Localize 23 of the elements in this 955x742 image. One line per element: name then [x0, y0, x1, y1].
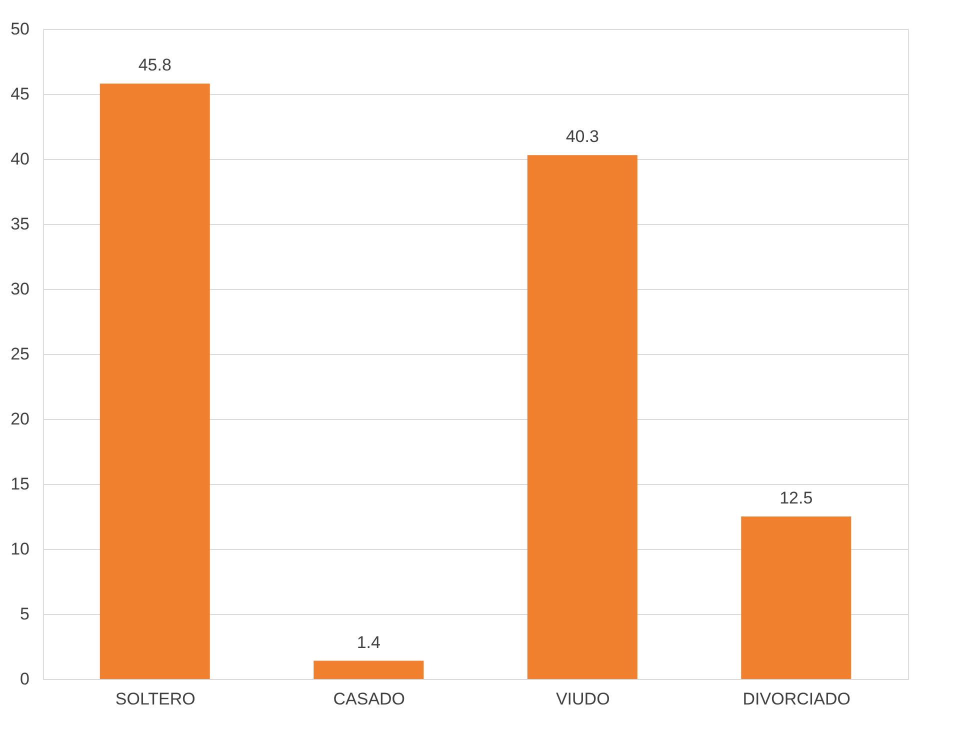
y-tick-label: 40 — [10, 150, 30, 168]
x-tick-label: SOLTERO — [115, 690, 196, 708]
data-label: 45.8 — [138, 56, 172, 75]
data-label: 40.3 — [566, 127, 599, 146]
y-tick-label: 30 — [10, 280, 30, 298]
y-tick-label: 0 — [20, 670, 30, 688]
bar — [100, 84, 210, 679]
bar — [527, 155, 638, 679]
y-tick-label: 35 — [10, 214, 30, 234]
y-tick-label: 50 — [10, 20, 30, 38]
x-tick-label: DIVORCIADO — [742, 690, 850, 708]
y-tick-label: 20 — [10, 410, 30, 428]
data-label: 1.4 — [356, 632, 380, 652]
x-tick-label: VIUDO — [556, 690, 610, 708]
y-tick-label: 25 — [10, 344, 30, 364]
y-tick-label: 45 — [10, 84, 30, 104]
x-tick-label: CASADO — [333, 690, 406, 708]
data-label: 12.5 — [780, 488, 813, 508]
y-tick-label: 10 — [10, 540, 30, 558]
bar — [741, 516, 852, 679]
bar — [314, 660, 424, 679]
y-tick-label: 5 — [20, 604, 30, 624]
y-tick-label: 15 — [10, 474, 30, 494]
